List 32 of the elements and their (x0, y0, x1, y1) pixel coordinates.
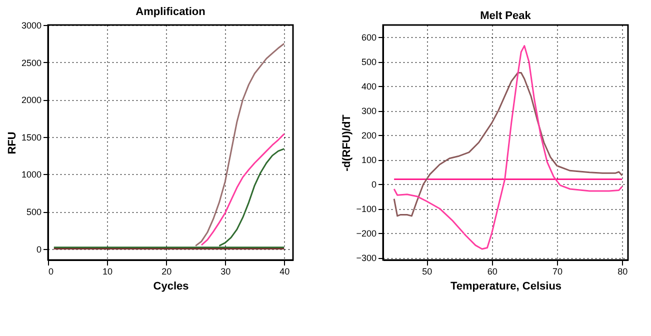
chart-title: Amplification (136, 6, 206, 18)
x-tick-label: 40 (280, 266, 290, 276)
x-tick-label: 80 (618, 266, 628, 276)
y-tick-label: 600 (361, 32, 376, 43)
y-tick-label: −300 (356, 253, 376, 264)
y-tick-label: 200 (361, 130, 376, 141)
x-tick-label: 70 (552, 266, 562, 276)
x-axis-title: Cycles (153, 280, 189, 292)
y-tick-label: 2500 (21, 58, 42, 68)
y-tick-label: 400 (361, 82, 376, 92)
x-tick-label: 0 (48, 266, 54, 276)
chart-title: Melt Peak (480, 10, 532, 22)
y-tick-label: 1000 (21, 170, 42, 180)
x-tick-label: 50 (422, 266, 432, 276)
y-tick-label: 100 (361, 155, 376, 166)
x-tick-label: 20 (162, 266, 172, 276)
y-tick-label: −100 (356, 204, 376, 214)
y-tick-label: 3000 (21, 20, 42, 30)
y-axis-title: -d(RFU)/dT (341, 114, 354, 172)
y-tick-label: 500 (361, 57, 376, 68)
y-tick-label: −200 (356, 228, 376, 239)
y-tick-label: 300 (361, 106, 376, 116)
y-axis-title: RFU (6, 132, 18, 154)
y-tick-label: 500 (26, 207, 42, 218)
x-tick-label: 30 (220, 266, 231, 276)
y-tick-label: 0 (371, 180, 376, 190)
x-axis-title: Temperature, Celsius (450, 280, 562, 292)
y-tick-label: 0 (36, 244, 42, 254)
y-tick-label: 1500 (21, 132, 42, 142)
x-tick-label: 10 (102, 266, 113, 276)
y-tick-label: 2000 (21, 95, 42, 106)
x-tick-label: 60 (487, 266, 498, 276)
